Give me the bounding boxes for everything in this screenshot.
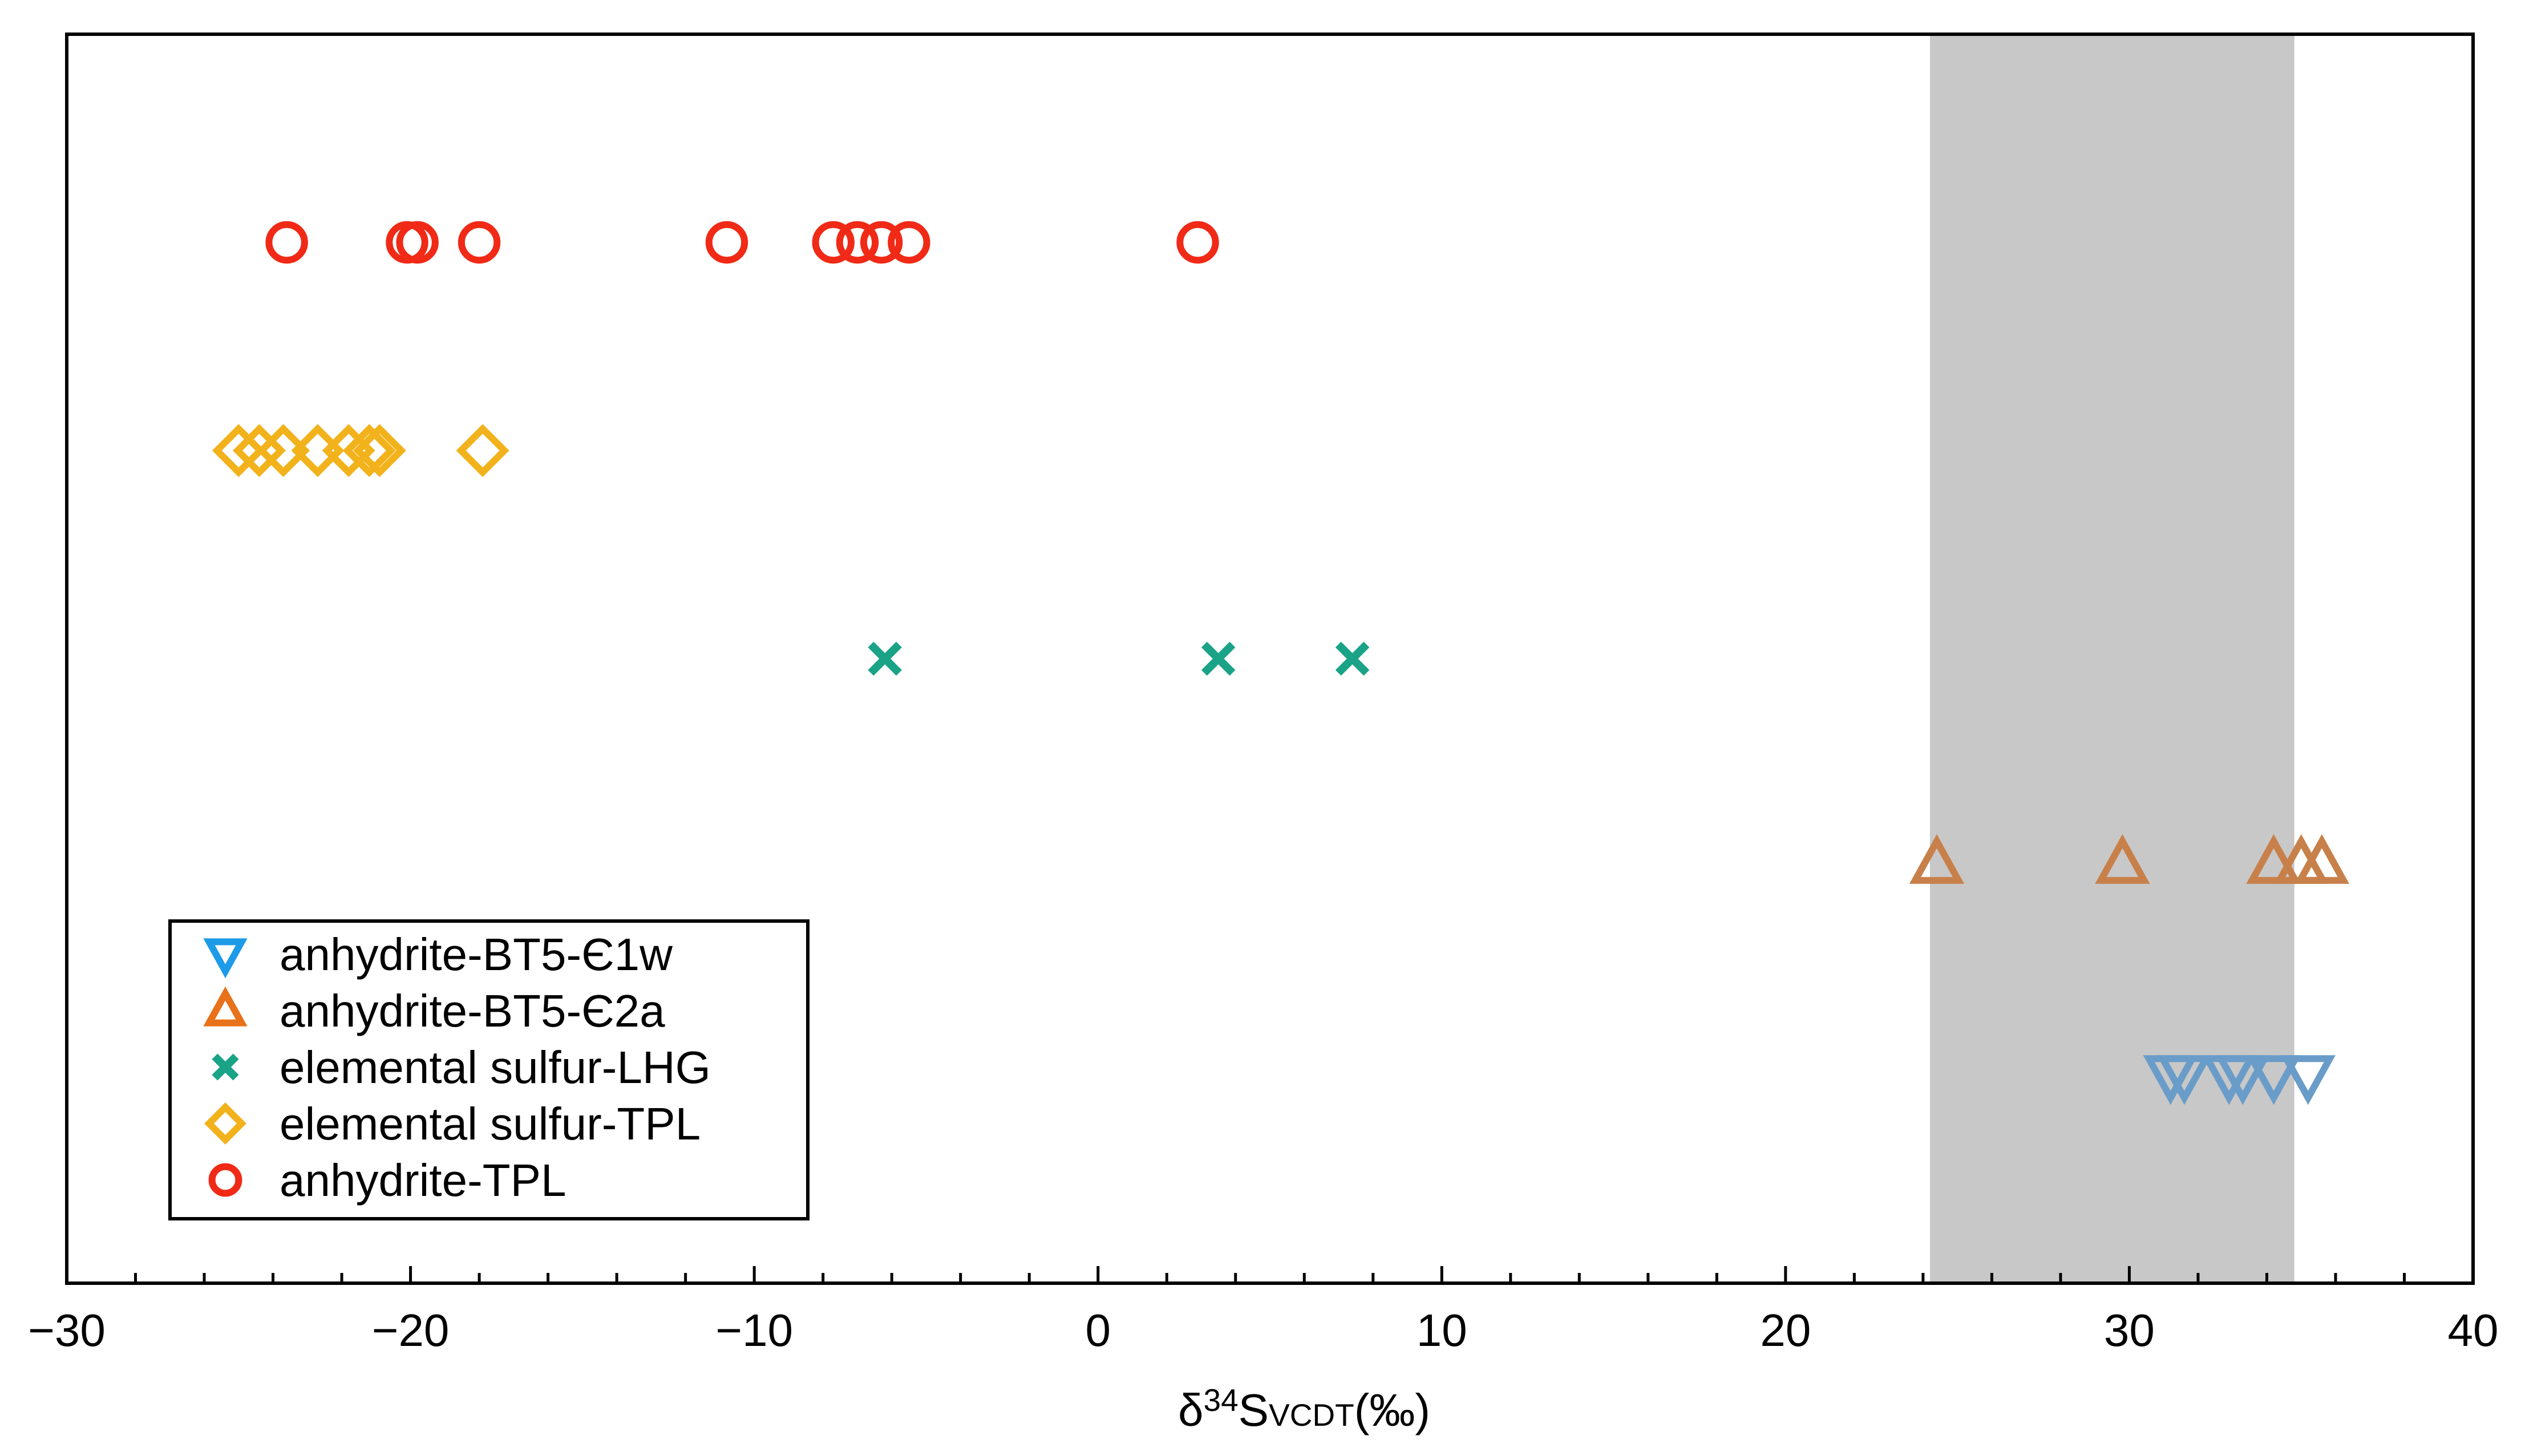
plot-frame [65, 33, 2475, 1285]
data-point [265, 221, 308, 264]
data-point [2294, 834, 2350, 884]
data-point [705, 221, 748, 264]
x-axis-tick-labels: −30 −20 −10 0 10 20 30 40 [28, 1305, 2498, 1356]
data-point [2215, 1055, 2271, 1105]
data-point [1176, 221, 1219, 264]
data-point [212, 424, 265, 477]
data-points [212, 221, 2350, 1105]
data-point [1909, 834, 1965, 884]
x-axis-title-suffix: (‰) [1354, 1385, 1430, 1435]
data-point [836, 221, 879, 264]
legend-marker [203, 938, 248, 979]
legend-label: anhydrite-BT5-Є2a [280, 985, 665, 1036]
x-axis-ticks [65, 1266, 2475, 1283]
x-tick-label: 20 [1760, 1305, 1811, 1356]
data-point [888, 221, 930, 264]
data-point [2280, 1055, 2336, 1105]
x-axis-title-main: S [1239, 1385, 1269, 1435]
data-point [868, 642, 902, 676]
x-tick-label: 40 [2448, 1305, 2499, 1356]
legend-box [168, 919, 810, 1220]
x-tick-label: 30 [2104, 1305, 2155, 1356]
data-point [812, 221, 855, 264]
x-axis-title-prefix: δ [1178, 1385, 1204, 1435]
data-point [257, 424, 310, 477]
data-point [2246, 1055, 2301, 1105]
data-point [2095, 834, 2150, 884]
legend-marker [208, 1163, 242, 1197]
data-point [458, 221, 501, 264]
legend-marker [203, 986, 248, 1027]
data-point [353, 424, 406, 477]
data-point [396, 221, 439, 264]
legend-label: anhydrite-TPL [280, 1155, 566, 1206]
x-axis-title-sub: VCDT [1269, 1397, 1354, 1433]
x-tick-label: 10 [1417, 1305, 1467, 1356]
data-point [232, 424, 286, 477]
data-point [456, 424, 509, 477]
legend-marker [204, 1102, 246, 1145]
x-tick-label: −10 [715, 1305, 793, 1356]
data-point [2156, 1055, 2212, 1105]
x-tick-label: −30 [28, 1305, 106, 1356]
data-point [1201, 642, 1236, 676]
data-point [2246, 834, 2301, 884]
legend-label: anhydrite-BT5-Є1w [280, 929, 673, 980]
legend-label: elemental sulfur-TPL [280, 1098, 701, 1149]
legend-label: elemental sulfur-LHG [280, 1042, 711, 1093]
data-point [342, 424, 396, 477]
data-point [1335, 642, 1370, 676]
x-axis-title-sup: 34 [1203, 1382, 1238, 1418]
data-point [860, 221, 903, 264]
x-axis-title: δ34SVCDT(‰) [1178, 1382, 1430, 1435]
legend-marker [212, 1053, 239, 1081]
x-tick-label: −20 [372, 1305, 450, 1356]
x-tick-label: 0 [1085, 1305, 1111, 1356]
